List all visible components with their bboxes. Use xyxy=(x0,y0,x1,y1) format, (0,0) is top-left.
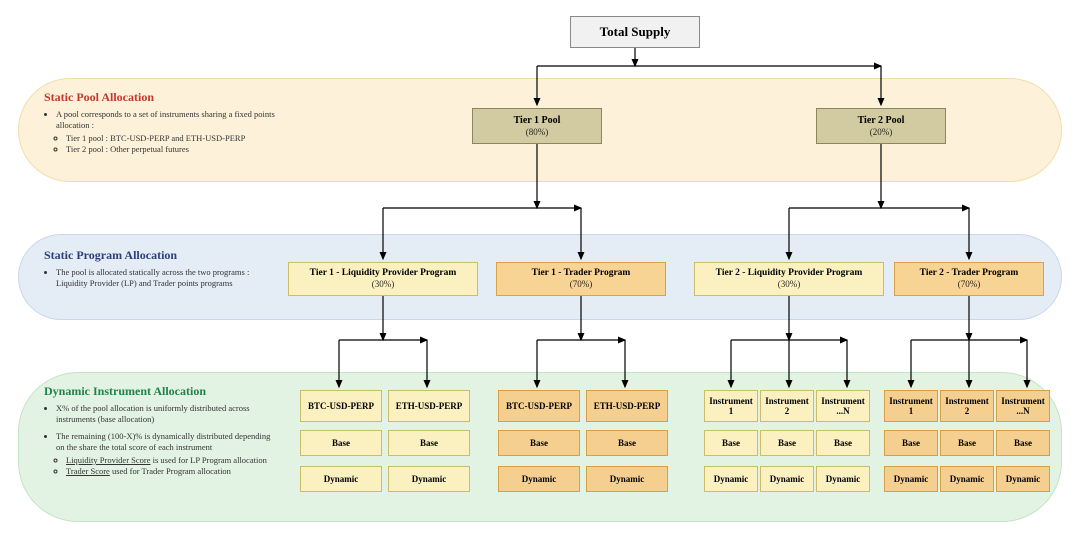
instrument-box: Instrument ...N xyxy=(996,390,1050,422)
node-total-supply: Total Supply xyxy=(570,16,700,48)
base-box: Base xyxy=(300,430,382,456)
t2-tr-sub: (70%) xyxy=(958,279,981,289)
instrument-box: ETH-USD-PERP xyxy=(388,390,470,422)
instrument-box: BTC-USD-PERP xyxy=(498,390,580,422)
dynamic-box: Dynamic xyxy=(300,466,382,492)
dynamic-title: Dynamic Instrument Allocation xyxy=(44,384,274,399)
static-program-title: Static Program Allocation xyxy=(44,248,274,263)
dynamic-box: Dynamic xyxy=(760,466,814,492)
dynamic-box: Dynamic xyxy=(884,466,938,492)
tier1-sub: (80%) xyxy=(526,127,549,137)
dynamic-desc: X% of the pool allocation is uniformly d… xyxy=(44,403,274,477)
node-tier2: Tier 2 Pool (20%) xyxy=(816,108,946,144)
t2-tr-text: Tier 2 - Trader Program xyxy=(920,268,1019,279)
base-box: Base xyxy=(996,430,1050,456)
instrument-box: Instrument 2 xyxy=(940,390,994,422)
static-pool-label: Static Pool Allocation A pool correspond… xyxy=(44,90,284,157)
node-t1-tr: Tier 1 - Trader Program (70%) xyxy=(496,262,666,296)
static-pool-desc: A pool corresponds to a set of instrumen… xyxy=(44,109,284,155)
node-t1-lp: Tier 1 - Liquidity Provider Program (30%… xyxy=(288,262,478,296)
dynamic-box: Dynamic xyxy=(996,466,1050,492)
instrument-box: Instrument 1 xyxy=(704,390,758,422)
static-pool-title: Static Pool Allocation xyxy=(44,90,284,105)
base-box: Base xyxy=(940,430,994,456)
t1-lp-text: Tier 1 - Liquidity Provider Program xyxy=(310,268,457,279)
t2-lp-text: Tier 2 - Liquidity Provider Program xyxy=(716,268,863,279)
instrument-box: BTC-USD-PERP xyxy=(300,390,382,422)
dynamic-box: Dynamic xyxy=(940,466,994,492)
instrument-box: Instrument 2 xyxy=(760,390,814,422)
t1-lp-sub: (30%) xyxy=(372,279,395,289)
dynamic-box: Dynamic xyxy=(498,466,580,492)
dynamic-label: Dynamic Instrument Allocation X% of the … xyxy=(44,384,274,479)
t2-lp-sub: (30%) xyxy=(778,279,801,289)
tier1-text: Tier 1 Pool xyxy=(514,115,561,127)
node-t2-lp: Tier 2 - Liquidity Provider Program (30%… xyxy=(694,262,884,296)
t1-tr-sub: (70%) xyxy=(570,279,593,289)
base-box: Base xyxy=(586,430,668,456)
t1-tr-text: Tier 1 - Trader Program xyxy=(532,268,631,279)
dynamic-box: Dynamic xyxy=(388,466,470,492)
base-box: Base xyxy=(884,430,938,456)
base-box: Base xyxy=(760,430,814,456)
instrument-box: Instrument ...N xyxy=(816,390,870,422)
static-program-label: Static Program Allocation The pool is al… xyxy=(44,248,274,291)
base-box: Base xyxy=(816,430,870,456)
base-box: Base xyxy=(498,430,580,456)
tier2-sub: (20%) xyxy=(870,127,893,137)
tier2-text: Tier 2 Pool xyxy=(858,115,905,127)
instrument-box: Instrument 1 xyxy=(884,390,938,422)
node-t2-tr: Tier 2 - Trader Program (70%) xyxy=(894,262,1044,296)
dynamic-box: Dynamic xyxy=(816,466,870,492)
dynamic-box: Dynamic xyxy=(704,466,758,492)
total-supply-text: Total Supply xyxy=(600,25,671,40)
base-box: Base xyxy=(704,430,758,456)
node-tier1: Tier 1 Pool (80%) xyxy=(472,108,602,144)
base-box: Base xyxy=(388,430,470,456)
dynamic-box: Dynamic xyxy=(586,466,668,492)
instrument-box: ETH-USD-PERP xyxy=(586,390,668,422)
static-program-desc: The pool is allocated statically across … xyxy=(44,267,274,289)
